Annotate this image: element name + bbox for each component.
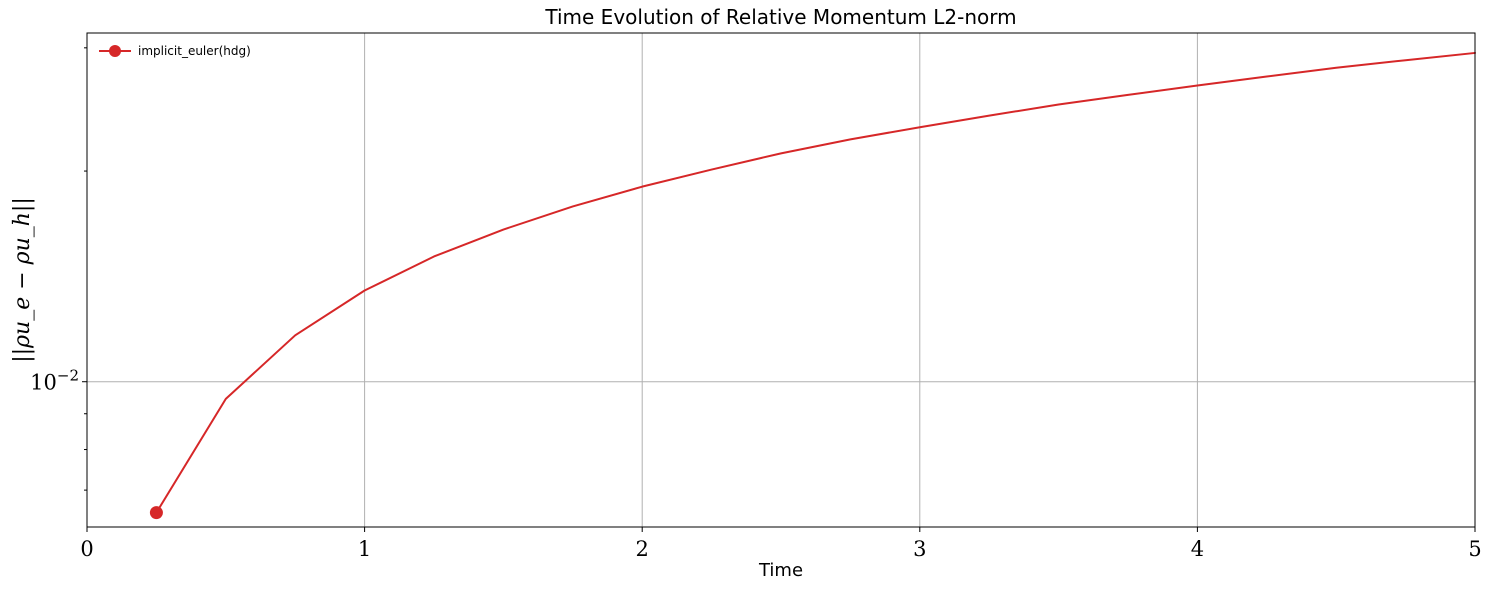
x-axis-label: Time — [758, 560, 803, 581]
x-tick-label: 5 — [1468, 537, 1481, 561]
x-tick-label: 2 — [636, 537, 649, 561]
x-tick-label: 3 — [913, 537, 926, 561]
series-layer — [149, 51, 1476, 520]
axis-ticks: 0 1 2 3 4 5 10−2 — [30, 47, 1482, 561]
x-tick-label: 4 — [1191, 537, 1204, 561]
legend: implicit_euler(hdg) — [99, 44, 251, 58]
x-tick-label: 1 — [358, 537, 371, 561]
y-tick-label: 10−2 — [30, 367, 79, 395]
chart-title: Time Evolution of Relative Momentum L2-n… — [544, 5, 1016, 29]
grid-lines — [86, 33, 1476, 527]
series-line — [155, 51, 1476, 514]
legend-entry-label: implicit_euler(hdg) — [138, 44, 251, 58]
series-point-marker — [149, 506, 163, 520]
y-axis-label: ||ρu_e − ρu_h|| — [10, 197, 35, 362]
plot-frame — [86, 32, 1476, 528]
x-tick-label: 0 — [80, 537, 93, 561]
legend-marker-sample — [109, 45, 121, 57]
